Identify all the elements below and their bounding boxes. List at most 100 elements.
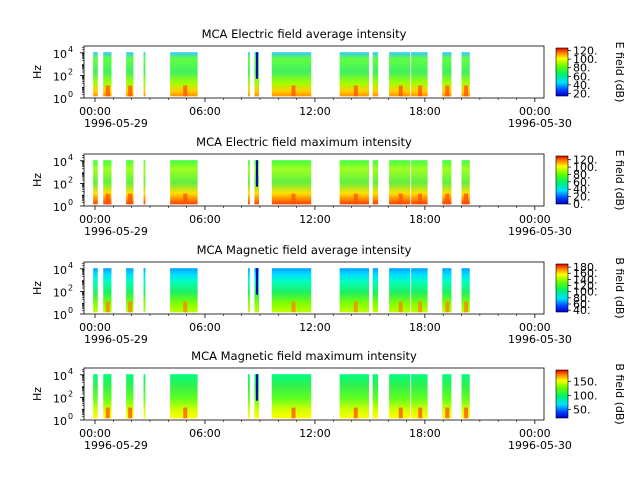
spectrogram-segment [126, 160, 134, 205]
x-tick-label: 12:00 [299, 321, 331, 334]
x-tick-label: 00:00 [79, 427, 111, 440]
y-tick-label: 10 [53, 264, 67, 277]
x-tick-label: 00:00 [519, 105, 551, 118]
y-tick-label: 10 [53, 370, 67, 383]
y-tick-label: 10 [53, 156, 67, 169]
panel-title: MCA Electric field average intensity [202, 27, 407, 41]
colorbar-tick-label: 40. [573, 183, 591, 196]
colorbar-tick-label: 60. [573, 176, 591, 189]
date-start-label: 1996-05-29 [84, 225, 148, 238]
colorbar-tick-label: 180. [573, 261, 598, 274]
colorbar [555, 47, 569, 97]
low-frequency-emission [445, 193, 450, 205]
x-tick-label: 06:00 [189, 213, 221, 226]
x-tick-label: 00:00 [519, 321, 551, 334]
date-end-label: 1996-05-30 [508, 439, 572, 452]
spectrogram-segment [389, 160, 411, 205]
y-tick-label: 10 [53, 201, 67, 214]
low-frequency-emission [464, 85, 469, 97]
axes-frame [83, 261, 545, 315]
x-tick-label: 00:00 [519, 213, 551, 226]
colorbar-tick-label: 80. [573, 62, 591, 75]
y-tick-label: 10 [53, 93, 67, 106]
spectrogram-segment [126, 374, 134, 419]
y-tick-exponent: 0 [68, 306, 73, 315]
low-frequency-emission [418, 407, 423, 419]
colorbar-tick-label: 100. [573, 161, 598, 174]
blue-streak [255, 374, 258, 401]
spectrogram-segment [442, 52, 452, 97]
low-frequency-emission [128, 407, 133, 419]
y-tick-exponent: 2 [68, 67, 73, 76]
spectrogram-segment [389, 374, 411, 419]
blue-streak [255, 268, 258, 295]
spectrogram-segment [411, 268, 428, 313]
spectrogram-segment [143, 160, 146, 205]
y-tick-exponent: 4 [68, 45, 73, 54]
low-frequency-emission [418, 193, 423, 205]
low-frequency-emission [291, 407, 296, 419]
colorbar-tick-label: 60. [573, 70, 591, 83]
colorbar-tick-label: 20. [573, 87, 591, 100]
axes-frame [83, 367, 545, 421]
spectrogram-segment [461, 160, 470, 205]
low-frequency-emission [105, 407, 110, 419]
low-frequency-emission [353, 301, 358, 313]
spectrogram-segment [411, 374, 428, 419]
x-tick-label: 18:00 [409, 105, 441, 118]
blue-streak [255, 52, 258, 79]
y-tick-exponent: 4 [68, 261, 73, 270]
date-start-label: 1996-05-29 [84, 439, 148, 452]
colorbar-label: B field (dB) [613, 363, 626, 424]
y-axis-label: Hz [31, 65, 44, 79]
spectrogram-segment [389, 268, 411, 313]
axes-frame [83, 45, 545, 99]
spectrogram-segment [143, 374, 146, 419]
y-tick-exponent: 2 [68, 389, 73, 398]
spectrogram-segment [389, 52, 411, 97]
date-start-label: 1996-05-29 [84, 117, 148, 130]
colorbar-tick-label: 80. [573, 292, 591, 305]
low-frequency-emission [105, 193, 110, 205]
y-tick-label: 10 [53, 178, 67, 191]
y-tick-exponent: 2 [68, 283, 73, 292]
colorbar-tick-label: 100. [573, 286, 598, 299]
x-tick-label: 06:00 [189, 427, 221, 440]
spectrogram-segment [103, 160, 112, 205]
spectrogram-segment [442, 374, 452, 419]
x-tick-label: 06:00 [189, 105, 221, 118]
y-tick-exponent: 0 [68, 198, 73, 207]
date-end-label: 1996-05-30 [508, 333, 572, 346]
spectrogram-segment [372, 52, 379, 97]
y-tick-exponent: 0 [68, 412, 73, 421]
panel-title: MCA Magnetic field maximum intensity [191, 349, 417, 363]
low-frequency-emission [128, 301, 133, 313]
spectrogram-segment [93, 52, 98, 97]
panel-title: MCA Magnetic field average intensity [197, 243, 412, 257]
spectrogram-segment [126, 268, 134, 313]
spectrogram-segment [372, 374, 379, 419]
y-tick-label: 10 [53, 286, 67, 299]
low-frequency-emission [418, 301, 423, 313]
blue-streak [255, 160, 258, 187]
colorbar-tick-label: 120. [573, 154, 598, 167]
low-frequency-emission [353, 407, 358, 419]
spectrogram-panel: MCA Electric field maximum intensity Hz 10… [31, 135, 626, 238]
spectrogram-segment [411, 160, 428, 205]
colorbar-label: E field (dB) [613, 150, 626, 211]
spectrogram-segment [248, 374, 250, 419]
x-tick-label: 12:00 [299, 105, 331, 118]
spectrogram-segment [143, 52, 146, 97]
low-frequency-emission [291, 85, 296, 97]
axes-frame [83, 153, 545, 207]
low-frequency-emission [128, 85, 133, 97]
colorbar-tick-label: 20. [573, 191, 591, 204]
low-frequency-emission [445, 301, 450, 313]
y-tick-label: 10 [53, 48, 67, 61]
y-tick-exponent: 2 [68, 175, 73, 184]
y-tick-label: 10 [53, 415, 67, 428]
colorbar-tick-label: 40. [573, 304, 591, 317]
spectrogram-segment [442, 160, 452, 205]
colorbar-tick-label: 100. [573, 53, 598, 66]
low-frequency-emission [183, 301, 188, 313]
